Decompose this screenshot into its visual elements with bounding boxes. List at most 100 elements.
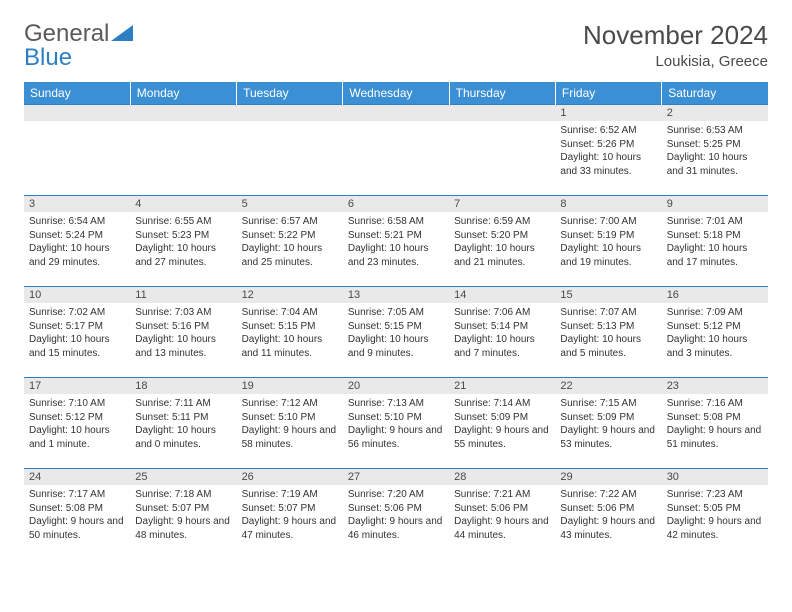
daylight-text: Daylight: 10 hours and 15 minutes. (29, 333, 125, 360)
daylight-text: Daylight: 10 hours and 17 minutes. (667, 242, 763, 269)
day-number: 27 (343, 469, 449, 485)
day-details: Sunrise: 7:13 AMSunset: 5:10 PMDaylight:… (343, 394, 449, 454)
day-details: Sunrise: 7:18 AMSunset: 5:07 PMDaylight:… (130, 485, 236, 545)
sunrise-text: Sunrise: 6:55 AM (135, 215, 231, 229)
sunset-text: Sunset: 5:21 PM (348, 229, 444, 243)
calendar-table: SundayMondayTuesdayWednesdayThursdayFrid… (24, 82, 768, 560)
sunset-text: Sunset: 5:13 PM (560, 320, 656, 334)
day-details: Sunrise: 7:05 AMSunset: 5:15 PMDaylight:… (343, 303, 449, 363)
day-details (130, 121, 236, 127)
sunset-text: Sunset: 5:16 PM (135, 320, 231, 334)
sunset-text: Sunset: 5:20 PM (454, 229, 550, 243)
daylight-text: Daylight: 10 hours and 29 minutes. (29, 242, 125, 269)
daylight-text: Daylight: 9 hours and 47 minutes. (242, 515, 338, 542)
calendar-cell: 7Sunrise: 6:59 AMSunset: 5:20 PMDaylight… (449, 196, 555, 287)
daylight-text: Daylight: 10 hours and 7 minutes. (454, 333, 550, 360)
sunrise-text: Sunrise: 7:23 AM (667, 488, 763, 502)
day-number (237, 105, 343, 121)
day-number: 14 (449, 287, 555, 303)
daylight-text: Daylight: 10 hours and 31 minutes. (667, 151, 763, 178)
calendar-cell: 16Sunrise: 7:09 AMSunset: 5:12 PMDayligh… (662, 287, 768, 378)
day-number: 17 (24, 378, 130, 394)
sunset-text: Sunset: 5:07 PM (242, 502, 338, 516)
sunrise-text: Sunrise: 7:13 AM (348, 397, 444, 411)
day-number: 21 (449, 378, 555, 394)
day-details: Sunrise: 7:22 AMSunset: 5:06 PMDaylight:… (555, 485, 661, 545)
sunset-text: Sunset: 5:23 PM (135, 229, 231, 243)
sunrise-text: Sunrise: 7:21 AM (454, 488, 550, 502)
day-number: 3 (24, 196, 130, 212)
daylight-text: Daylight: 10 hours and 23 minutes. (348, 242, 444, 269)
calendar-cell: 13Sunrise: 7:05 AMSunset: 5:15 PMDayligh… (343, 287, 449, 378)
day-number: 10 (24, 287, 130, 303)
daylight-text: Daylight: 9 hours and 42 minutes. (667, 515, 763, 542)
calendar-cell: 3Sunrise: 6:54 AMSunset: 5:24 PMDaylight… (24, 196, 130, 287)
calendar-cell: 23Sunrise: 7:16 AMSunset: 5:08 PMDayligh… (662, 378, 768, 469)
sunrise-text: Sunrise: 7:20 AM (348, 488, 444, 502)
calendar-header-row: SundayMondayTuesdayWednesdayThursdayFrid… (24, 82, 768, 105)
sunrise-text: Sunrise: 7:05 AM (348, 306, 444, 320)
day-number: 19 (237, 378, 343, 394)
calendar-cell: 22Sunrise: 7:15 AMSunset: 5:09 PMDayligh… (555, 378, 661, 469)
calendar-cell: 8Sunrise: 7:00 AMSunset: 5:19 PMDaylight… (555, 196, 661, 287)
daylight-text: Daylight: 10 hours and 1 minute. (29, 424, 125, 451)
location: Loukisia, Greece (583, 53, 768, 70)
sunset-text: Sunset: 5:24 PM (29, 229, 125, 243)
calendar-cell: 19Sunrise: 7:12 AMSunset: 5:10 PMDayligh… (237, 378, 343, 469)
day-details: Sunrise: 7:16 AMSunset: 5:08 PMDaylight:… (662, 394, 768, 454)
header: General November 2024 Loukisia, Greece (24, 20, 768, 70)
daylight-text: Daylight: 9 hours and 51 minutes. (667, 424, 763, 451)
calendar-cell: 10Sunrise: 7:02 AMSunset: 5:17 PMDayligh… (24, 287, 130, 378)
calendar-week-row: 3Sunrise: 6:54 AMSunset: 5:24 PMDaylight… (24, 196, 768, 287)
day-number (449, 105, 555, 121)
day-number: 15 (555, 287, 661, 303)
day-details: Sunrise: 7:17 AMSunset: 5:08 PMDaylight:… (24, 485, 130, 545)
sunrise-text: Sunrise: 7:15 AM (560, 397, 656, 411)
day-number: 25 (130, 469, 236, 485)
calendar-week-row: 17Sunrise: 7:10 AMSunset: 5:12 PMDayligh… (24, 378, 768, 469)
daylight-text: Daylight: 9 hours and 55 minutes. (454, 424, 550, 451)
daylight-text: Daylight: 9 hours and 46 minutes. (348, 515, 444, 542)
column-header: Wednesday (343, 82, 449, 105)
column-header: Thursday (449, 82, 555, 105)
daylight-text: Daylight: 9 hours and 53 minutes. (560, 424, 656, 451)
day-details: Sunrise: 7:12 AMSunset: 5:10 PMDaylight:… (237, 394, 343, 454)
sunrise-text: Sunrise: 7:16 AM (667, 397, 763, 411)
column-header: Tuesday (237, 82, 343, 105)
sunrise-text: Sunrise: 7:17 AM (29, 488, 125, 502)
sunrise-text: Sunrise: 7:22 AM (560, 488, 656, 502)
calendar-cell: 20Sunrise: 7:13 AMSunset: 5:10 PMDayligh… (343, 378, 449, 469)
sunset-text: Sunset: 5:06 PM (348, 502, 444, 516)
sunrise-text: Sunrise: 7:12 AM (242, 397, 338, 411)
sunset-text: Sunset: 5:19 PM (560, 229, 656, 243)
sunset-text: Sunset: 5:05 PM (667, 502, 763, 516)
daylight-text: Daylight: 9 hours and 44 minutes. (454, 515, 550, 542)
sunrise-text: Sunrise: 7:06 AM (454, 306, 550, 320)
calendar-cell: 30Sunrise: 7:23 AMSunset: 5:05 PMDayligh… (662, 469, 768, 560)
calendar-cell: 29Sunrise: 7:22 AMSunset: 5:06 PMDayligh… (555, 469, 661, 560)
logo-text-2: Blue (24, 44, 72, 72)
calendar-cell (237, 105, 343, 196)
daylight-text: Daylight: 10 hours and 27 minutes. (135, 242, 231, 269)
sunrise-text: Sunrise: 6:59 AM (454, 215, 550, 229)
sunset-text: Sunset: 5:26 PM (560, 138, 656, 152)
sunrise-text: Sunrise: 7:02 AM (29, 306, 125, 320)
day-number: 2 (662, 105, 768, 121)
sunrise-text: Sunrise: 6:58 AM (348, 215, 444, 229)
sunrise-text: Sunrise: 6:52 AM (560, 124, 656, 138)
daylight-text: Daylight: 9 hours and 58 minutes. (242, 424, 338, 451)
day-number (130, 105, 236, 121)
day-details: Sunrise: 7:06 AMSunset: 5:14 PMDaylight:… (449, 303, 555, 363)
day-details: Sunrise: 6:55 AMSunset: 5:23 PMDaylight:… (130, 212, 236, 272)
calendar-cell: 15Sunrise: 7:07 AMSunset: 5:13 PMDayligh… (555, 287, 661, 378)
calendar-cell: 2Sunrise: 6:53 AMSunset: 5:25 PMDaylight… (662, 105, 768, 196)
daylight-text: Daylight: 9 hours and 50 minutes. (29, 515, 125, 542)
sunrise-text: Sunrise: 7:09 AM (667, 306, 763, 320)
day-details: Sunrise: 6:59 AMSunset: 5:20 PMDaylight:… (449, 212, 555, 272)
calendar-week-row: 1Sunrise: 6:52 AMSunset: 5:26 PMDaylight… (24, 105, 768, 196)
sunset-text: Sunset: 5:10 PM (348, 411, 444, 425)
calendar-cell: 27 Sunrise: 7:20 AMSunset: 5:06 PMDayligh… (343, 469, 449, 560)
daylight-text: Daylight: 10 hours and 0 minutes. (135, 424, 231, 451)
day-details: Sunrise: 7:15 AMSunset: 5:09 PMDaylight:… (555, 394, 661, 454)
sunrise-text: Sunrise: 7:03 AM (135, 306, 231, 320)
